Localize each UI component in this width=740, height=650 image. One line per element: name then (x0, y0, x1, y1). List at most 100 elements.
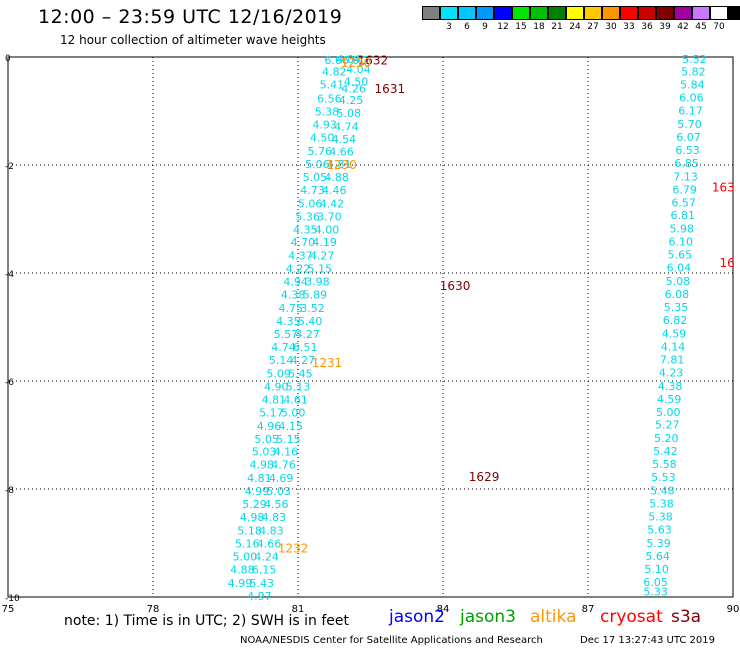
wave-height-value: 6.53 (675, 144, 700, 157)
pass-time-label: 163 (712, 181, 735, 195)
colorbar-swatch (710, 6, 728, 20)
wave-height-value: 5.08 (337, 107, 362, 120)
colorbar-swatch (566, 6, 584, 20)
wave-height-value: 5.38 (648, 511, 673, 524)
wave-height-value: 4.59 (657, 393, 682, 406)
colorbar-bin (728, 6, 740, 32)
wave-height-value: 4.75 (279, 302, 304, 315)
colorbar-swatch (530, 6, 548, 20)
colorbar-swatch (602, 6, 620, 20)
wave-height-value: 4.82 (322, 66, 347, 79)
colorbar-bin: 12 (494, 6, 512, 32)
wave-height-value: 5.00 (281, 406, 306, 419)
wave-height-value: 4.25 (339, 94, 364, 107)
wave-height-value: 6.15 (252, 563, 277, 576)
wave-height-value: 5.53 (651, 471, 676, 484)
wave-height-value: 4.27 (310, 250, 335, 263)
wave-height-value: 4.19 (312, 236, 337, 249)
wave-height-value: 7.81 (660, 353, 685, 366)
y-tick-label: -4 (5, 270, 14, 280)
wave-height-value: 5.40 (298, 315, 323, 328)
legend-jason3: jason3 (460, 607, 516, 627)
legend-jason2: jason2 (389, 607, 445, 627)
colorbar-bin: 42 (674, 6, 692, 32)
wave-height-value: 4.94 (283, 276, 308, 289)
colorbar-swatch (458, 6, 476, 20)
colorbar-label: 70 (713, 22, 725, 32)
wave-height-value: 6.05 (643, 576, 668, 589)
legend-s3a: s3a (671, 607, 702, 627)
colorbar-label: 9 (482, 22, 488, 32)
pass-time-label: 1631 (375, 82, 406, 96)
wave-height-value: 4.88 (230, 563, 255, 576)
colorbar-label: 45 (695, 22, 707, 32)
colorbar-label: 24 (569, 22, 581, 32)
colorbar-label: 42 (677, 22, 689, 32)
wave-height-value: 4.98 (240, 511, 265, 524)
wave-height-value: 5.35 (664, 301, 689, 314)
pass-time-label: 1630 (440, 279, 471, 293)
map-subtitle: 12 hour collection of altimeter wave hei… (60, 33, 326, 47)
colorbar-swatch (494, 6, 512, 20)
wave-height-value: 4.66 (329, 146, 354, 159)
wave-height-value: 4.76 (271, 459, 296, 472)
wave-height-value: 5.84 (680, 79, 705, 92)
wave-height-value: 4.04 (346, 63, 371, 76)
wave-height-value: 4.88 (324, 171, 349, 184)
wave-height-value: 6.79 (672, 183, 697, 196)
wave-height-value: 4.04 (337, 53, 362, 66)
colorbar-bin: 70 (710, 6, 728, 32)
wave-height-value: 6.2 (352, 54, 370, 67)
colorbar-bin: 36 (638, 6, 656, 32)
wave-height-value: 4.23 (659, 366, 684, 379)
wave-height-value: 4.61 (283, 393, 308, 406)
wave-height-value: 5.33 (643, 586, 668, 599)
wave-height-value: 5.52 (682, 53, 707, 66)
wave-height-value: 4.98 (250, 459, 275, 472)
map-title: 12:00 – 23:59 UTC 12/16/2019 (38, 6, 343, 28)
wave-height-value: 5.00 (233, 551, 258, 564)
wave-height-value: 4.35 (293, 223, 318, 236)
wave-height-value: 4.56 (264, 498, 289, 511)
wave-height-value: 5.64 (645, 550, 670, 563)
pass-time-label: 1629 (469, 470, 500, 484)
pass-time-label: 1232 (278, 541, 309, 555)
wave-height-value: 4.81 (247, 472, 272, 485)
wave-height-value: 6.04 (667, 262, 692, 275)
wave-height-value: 3.70 (317, 210, 342, 223)
colorbar-swatch (728, 6, 740, 20)
wave-height-value: 5.76 (308, 145, 333, 158)
footer-note: note: 1) Time is in UTC; 2) SWH is in fe… (64, 613, 350, 629)
wave-height-value: 4.24 (254, 551, 279, 564)
wave-height-value: 4.96 (257, 420, 282, 433)
colorbar-bin: 18 (530, 6, 548, 32)
colorbar-label: 36 (641, 22, 653, 32)
colorbar-swatch (638, 6, 656, 20)
wave-height-value: 5.48 (650, 485, 675, 498)
colorbar-bin: 24 (566, 6, 584, 32)
wave-height-value: 4.50 (310, 131, 335, 144)
colorbar-label: 30 (605, 22, 617, 32)
wave-height-value: 6.08 (665, 288, 690, 301)
wave-height-value: 5.41 (320, 79, 345, 92)
wave-height-value: 6.17 (678, 104, 703, 117)
wave-height-value: 5.05 (254, 433, 279, 446)
colorbar-label: 18 (533, 22, 545, 32)
colorbar-swatch (422, 6, 440, 20)
colorbar-swatch (620, 6, 638, 20)
wave-height-value: 5.65 (668, 249, 693, 262)
wave-height-value: 6.56 (317, 93, 342, 106)
wave-height-value: 4.35 (276, 315, 301, 328)
colorbar-swatch (548, 6, 566, 20)
wave-height-value: 4.66 (257, 538, 282, 551)
wave-height-value: 5.58 (652, 458, 677, 471)
wave-height-value: 4.81 (262, 393, 287, 406)
wave-height-value: 6.07 (676, 131, 701, 144)
wave-height-value: 4.73 (300, 184, 325, 197)
colorbar-label: 15 (515, 22, 527, 32)
x-tick-label: 84 (437, 604, 450, 615)
wave-height-value: 4.26 (341, 82, 366, 95)
wave-height-value: 4.59 (662, 327, 687, 340)
wave-height-value: 5.42 (653, 445, 678, 458)
